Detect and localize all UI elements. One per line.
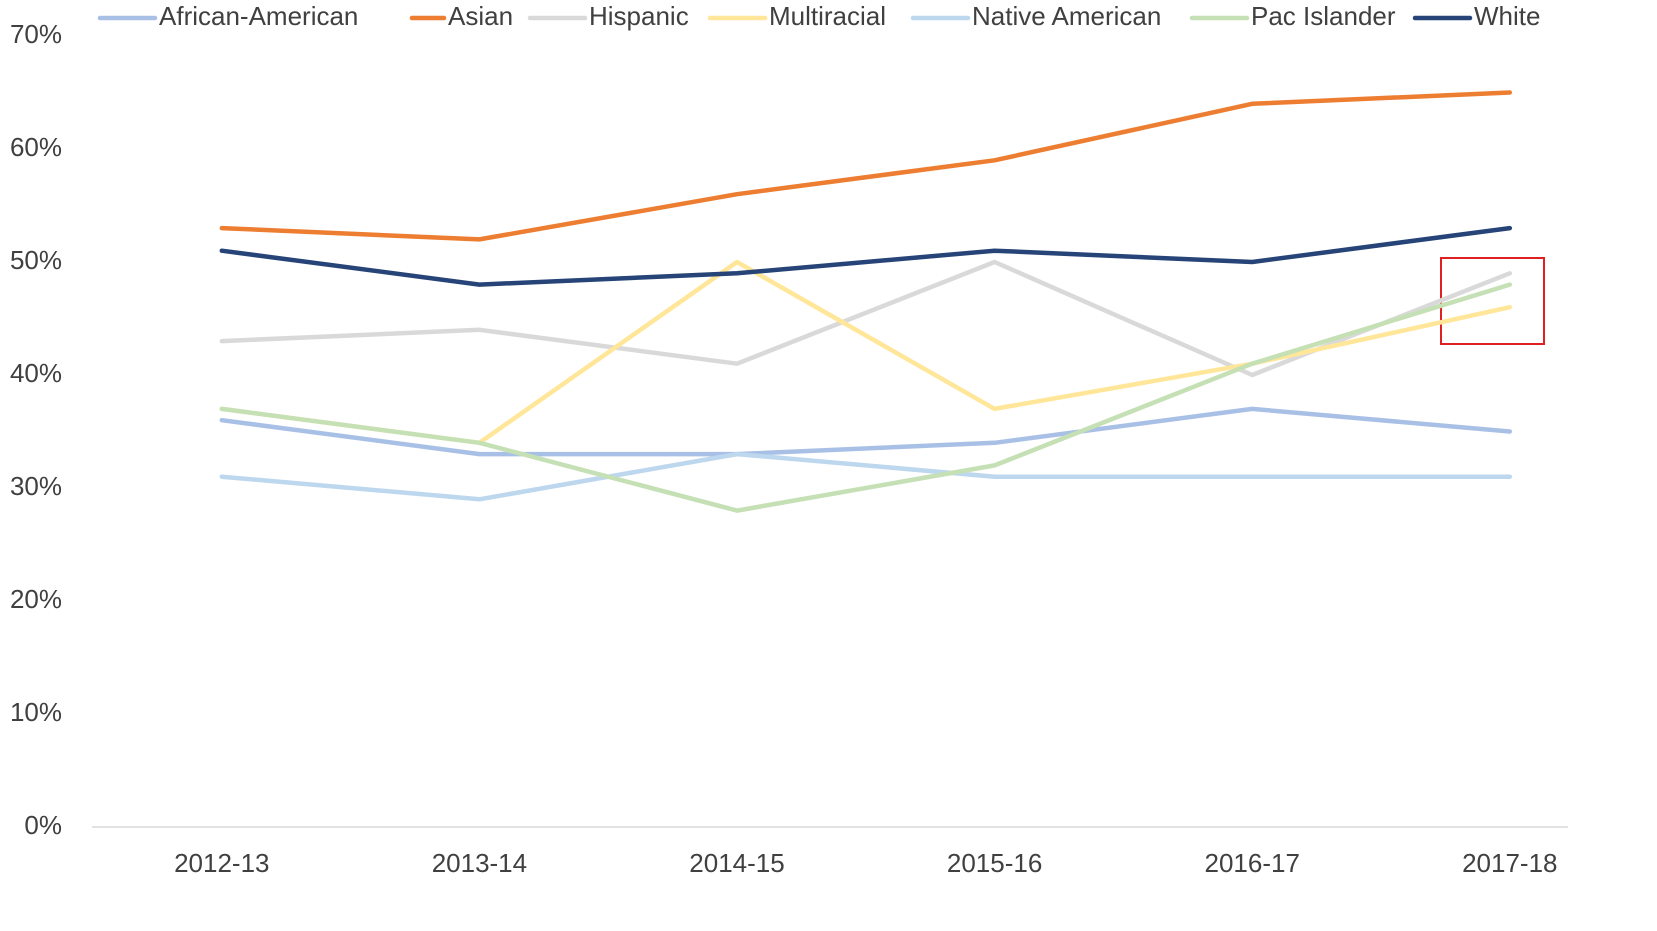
- series-line: [219, 259, 1513, 378]
- legend-label: Asian: [448, 1, 513, 31]
- legend-label: White: [1474, 1, 1540, 31]
- y-tick-label: 50%: [10, 245, 62, 275]
- series-line: [219, 90, 1513, 242]
- x-tick-label: 2015-16: [947, 848, 1042, 878]
- y-tick-label: 40%: [10, 358, 62, 388]
- y-tick-label: 20%: [10, 584, 62, 614]
- x-tick-label: 2014-15: [689, 848, 784, 878]
- y-tick-label: 10%: [10, 697, 62, 727]
- series-line: [219, 451, 1513, 502]
- legend-label: Native American: [972, 1, 1161, 31]
- x-tick-label: 2016-17: [1204, 848, 1299, 878]
- series-line: [219, 406, 1513, 457]
- x-tick-label: 2017-18: [1462, 848, 1557, 878]
- y-tick-label: 70%: [10, 19, 62, 49]
- legend-label: Pac Islander: [1251, 1, 1396, 31]
- legend-label: African-American: [159, 1, 358, 31]
- legend-label: Multiracial: [769, 1, 886, 31]
- y-tick-label: 60%: [10, 132, 62, 162]
- y-tick-label: 30%: [10, 471, 62, 501]
- series-line: [219, 282, 1513, 513]
- y-tick-label: 0%: [24, 810, 62, 840]
- x-tick-label: 2012-13: [174, 848, 269, 878]
- x-tick-label: 2013-14: [432, 848, 527, 878]
- series-line: [219, 225, 1513, 287]
- legend-label: Hispanic: [589, 1, 689, 31]
